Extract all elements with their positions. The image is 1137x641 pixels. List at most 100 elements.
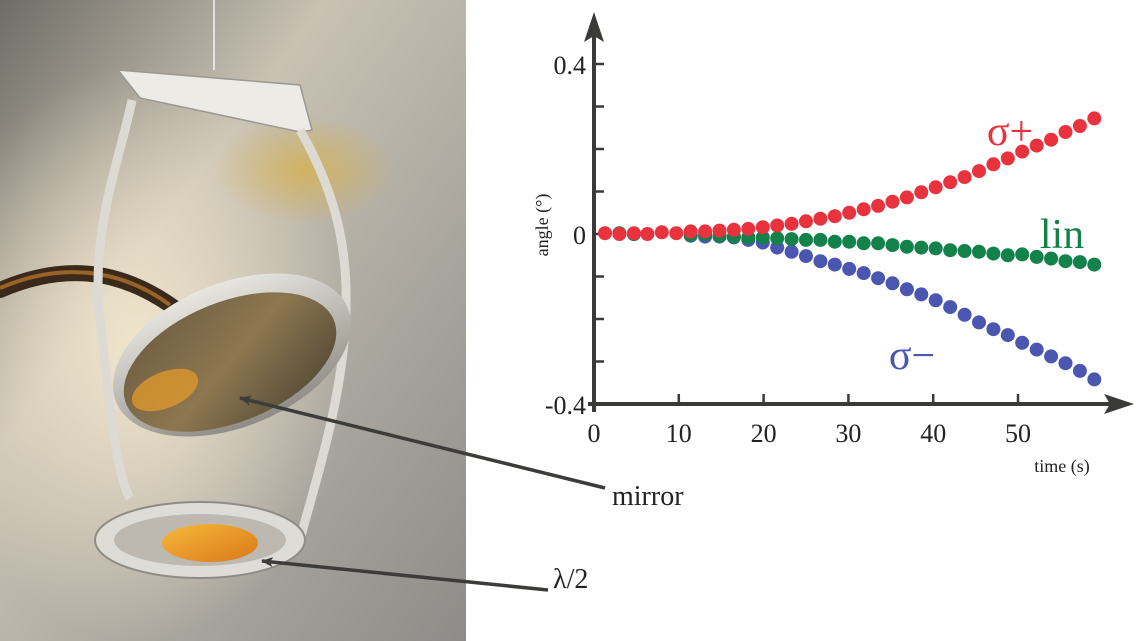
data-point: [856, 266, 871, 281]
chart-points: [598, 111, 1102, 387]
data-point: [726, 222, 741, 237]
data-point: [1058, 125, 1073, 139]
data-point: [957, 307, 972, 322]
data-point: [885, 194, 900, 209]
data-point: [1000, 248, 1015, 263]
data-point: [698, 224, 713, 239]
data-point: [986, 246, 1001, 261]
mirror-label: mirror: [612, 481, 684, 512]
data-point: [986, 322, 1001, 337]
top-bracket: [116, 69, 313, 133]
photo-panel: [0, 0, 606, 641]
data-point: [1087, 257, 1102, 272]
x-axis-label: time (s): [1034, 456, 1090, 477]
mirror-object: [113, 273, 351, 437]
x-tick-label: 40: [920, 419, 946, 448]
data-point: [1058, 254, 1073, 269]
data-point: [612, 227, 627, 241]
left-strap: [93, 99, 137, 501]
data-point: [784, 244, 799, 259]
data-point: [770, 218, 785, 233]
data-point: [842, 205, 857, 220]
data-point: [856, 236, 871, 251]
data-point: [1044, 349, 1059, 364]
data-point: [784, 216, 799, 231]
data-point: [1072, 119, 1087, 133]
y-tick-label: -0.4: [545, 391, 586, 420]
data-point: [957, 170, 972, 185]
chart-axes: [584, 12, 1134, 414]
data-point: [856, 202, 871, 217]
y-axis-label: angle (°): [532, 194, 553, 257]
data-point: [871, 271, 886, 286]
data-point: [1087, 111, 1102, 126]
x-tick-label: 30: [835, 419, 861, 448]
data-point: [799, 249, 813, 264]
data-point: [1072, 255, 1087, 270]
data-point: [1087, 372, 1102, 387]
data-point: [1015, 144, 1030, 159]
x-axis-arrow: [1104, 394, 1134, 414]
y-tick-label: 0.4: [554, 51, 587, 80]
data-point: [914, 287, 929, 302]
waveplate-label: λ/2: [553, 564, 588, 595]
data-point: [943, 175, 958, 190]
data-point: [943, 300, 958, 315]
data-point: [885, 238, 900, 253]
data-point: [813, 232, 828, 247]
data-point: [598, 226, 612, 241]
data-point: [712, 223, 727, 238]
data-point: [813, 211, 828, 226]
angle-vs-time-chart: 0.40-0.40 10 20 30 40 50 time (s)angle (°)σ+l…: [532, 12, 1134, 477]
x-tick-label: 0: [588, 419, 601, 448]
x-tick-label: 50: [1005, 419, 1031, 448]
data-point: [1044, 132, 1059, 147]
data-point: [885, 276, 900, 291]
data-point: [640, 227, 655, 241]
x-tick-label: 20: [751, 419, 777, 448]
data-point: [1058, 356, 1073, 371]
y-axis-arrow: [584, 12, 604, 42]
data-point: [827, 234, 842, 249]
data-point: [928, 293, 943, 308]
data-point: [1072, 363, 1087, 378]
data-point: [827, 209, 842, 224]
data-point: [741, 221, 756, 236]
waveplate-arrow: [261, 557, 549, 592]
data-point: [943, 243, 958, 258]
data-point: [683, 224, 698, 239]
data-point: [1044, 251, 1059, 266]
series-label-sigma-minus: σ−: [889, 333, 935, 379]
data-point: [914, 240, 929, 255]
data-point: [842, 261, 857, 276]
mirror-arrow: [239, 395, 606, 490]
data-point: [1015, 247, 1030, 262]
data-point: [871, 236, 886, 251]
data-point: [827, 257, 842, 272]
data-point: [899, 282, 914, 297]
data-point: [957, 244, 972, 258]
data-point: [1000, 328, 1015, 343]
data-point: [972, 315, 986, 330]
series-label-lin: lin: [1040, 212, 1084, 258]
data-point: [1015, 335, 1030, 350]
y-tick-label: 0: [573, 221, 586, 250]
data-point: [914, 185, 929, 200]
data-point: [871, 198, 886, 213]
data-point: [986, 157, 1001, 172]
data-point: [770, 231, 785, 246]
data-point: [899, 239, 914, 254]
data-point: [654, 225, 669, 240]
data-point: [813, 254, 828, 269]
data-point: [755, 220, 770, 235]
series-label-sigma-plus: σ+: [987, 109, 1033, 155]
series-sigma-plus: [598, 111, 1102, 241]
x-tick-label: 10: [666, 419, 692, 448]
data-point: [928, 241, 943, 256]
background-blur-highlight: [215, 115, 395, 225]
data-point: [972, 244, 986, 259]
data-point: [1029, 342, 1044, 357]
chart-labels: time (s) angle (°) σ+ lin σ−: [532, 109, 1090, 477]
data-point: [1029, 138, 1044, 153]
